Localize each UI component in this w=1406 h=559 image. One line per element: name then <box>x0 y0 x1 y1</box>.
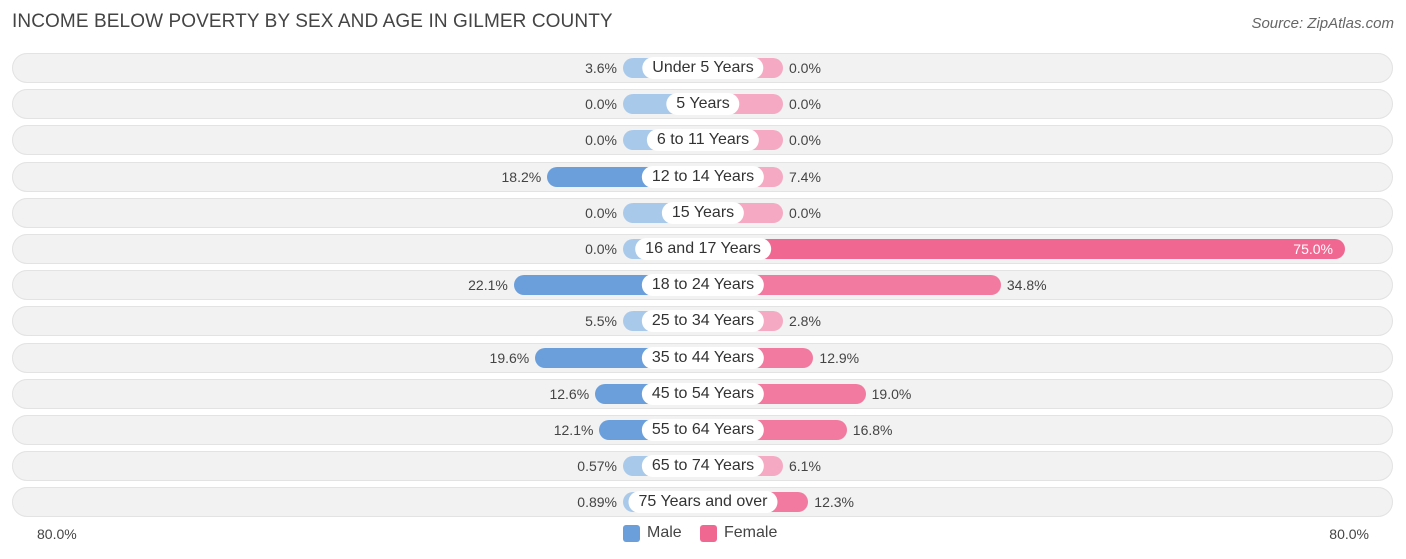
category-label: 12 to 14 Years <box>641 166 765 188</box>
value-label-female: 12.9% <box>819 350 860 366</box>
value-label-female: 0.0% <box>789 132 821 148</box>
legend-swatch-male <box>623 524 640 542</box>
value-label-male: 5.5% <box>585 313 617 329</box>
value-label-male: 0.57% <box>577 458 617 474</box>
axis-right-label: 80.0% <box>1329 526 1369 542</box>
value-label-female: 7.4% <box>789 169 821 185</box>
category-label: 5 Years <box>666 93 740 115</box>
legend-swatch-female <box>700 524 717 542</box>
value-label-male: 0.0% <box>585 96 617 112</box>
value-label-female: 16.8% <box>852 422 893 438</box>
value-label-female: 2.8% <box>789 313 821 329</box>
value-label-male: 0.89% <box>577 494 617 510</box>
value-label-male: 19.6% <box>489 350 530 366</box>
legend-item-male[interactable]: Male <box>623 524 682 542</box>
value-label-female: 12.3% <box>814 494 854 510</box>
axis-left-label: 80.0% <box>37 526 77 542</box>
value-label-female: 0.0% <box>789 60 821 76</box>
category-label: 55 to 64 Years <box>641 419 765 441</box>
category-label: 16 and 17 Years <box>635 238 771 260</box>
category-label: 75 Years and over <box>628 491 778 513</box>
value-label-female: 19.0% <box>871 386 912 402</box>
category-label: 15 Years <box>661 202 745 224</box>
value-label-male: 12.1% <box>553 422 594 438</box>
value-label-female: 0.0% <box>789 205 821 221</box>
category-label: 65 to 74 Years <box>641 455 765 477</box>
legend-item-female[interactable]: Female <box>700 524 777 542</box>
value-label-female: 0.0% <box>789 96 821 112</box>
value-label-male: 0.0% <box>585 132 617 148</box>
value-label-female: 34.8% <box>1006 277 1047 293</box>
value-label-male: 22.1% <box>468 277 508 293</box>
chart-title: INCOME BELOW POVERTY BY SEX AND AGE IN G… <box>12 11 613 32</box>
value-label-male: 12.6% <box>549 386 590 402</box>
category-label: Under 5 Years <box>642 57 764 79</box>
value-label-male: 18.2% <box>501 169 542 185</box>
value-label-female: 75.0% <box>1293 241 1333 257</box>
legend: Male Female <box>0 524 1406 546</box>
category-label: 45 to 54 Years <box>641 383 765 405</box>
category-label: 25 to 34 Years <box>641 310 765 332</box>
bar-female[interactable] <box>703 275 1001 295</box>
category-label: 35 to 44 Years <box>641 347 765 369</box>
category-label: 6 to 11 Years <box>646 129 760 151</box>
bar-female[interactable] <box>703 239 1345 259</box>
legend-label-male: Male <box>647 524 682 541</box>
value-label-female: 6.1% <box>789 458 821 474</box>
value-label-male: 0.0% <box>585 205 617 221</box>
value-label-male: 3.6% <box>585 60 617 76</box>
source-note: Source: ZipAtlas.com <box>1251 15 1394 32</box>
category-label: 18 to 24 Years <box>641 274 765 296</box>
value-label-male: 0.0% <box>585 241 617 257</box>
legend-label-female: Female <box>724 524 778 541</box>
